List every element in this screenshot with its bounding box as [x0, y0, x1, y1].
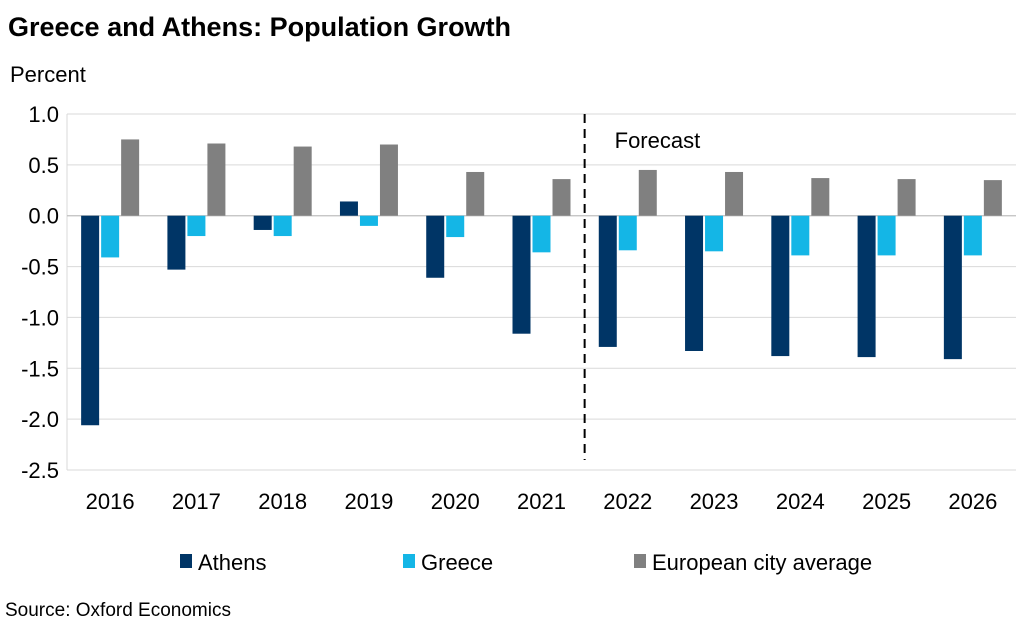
bar-european-city-average-2026	[983, 180, 1002, 216]
bar-athens-2020	[426, 215, 445, 278]
bar-athens-2023	[685, 215, 704, 351]
x-tick-label: 2026	[948, 489, 997, 514]
y-tick-label: 0.0	[28, 204, 59, 229]
bar-greece-2021	[532, 215, 551, 253]
bar-athens-2018	[253, 215, 272, 230]
bar-greece-2025	[877, 215, 896, 256]
legend: Athens Greece European city average	[180, 550, 872, 575]
bar-greece-2026	[963, 215, 982, 256]
legend-label: Athens	[198, 550, 267, 575]
y-tick-label: -2.5	[21, 458, 59, 483]
bar-greece-2020	[446, 215, 465, 238]
bar-greece-2024	[791, 215, 810, 256]
y-tick-label: -0.5	[21, 255, 59, 280]
x-tick-label: 2025	[862, 489, 911, 514]
legend-label: Greece	[421, 550, 493, 575]
bar-greece-2023	[705, 215, 724, 252]
bar-greece-2016	[101, 215, 120, 258]
x-tick-label: 2019	[344, 489, 393, 514]
bar-athens-2019	[339, 201, 358, 216]
x-tick-label: 2021	[517, 489, 566, 514]
axes: Percent 1.0 0.5 0.0 -0.5 -1.0 -1.5 -2.0 -2.5 2016…	[10, 62, 1016, 514]
bar-athens-2024	[771, 215, 790, 357]
annotations: Forecast	[583, 114, 701, 460]
x-tick-label: 2016	[86, 489, 135, 514]
x-tick-label: 2020	[431, 489, 480, 514]
x-tick-label: 2018	[258, 489, 307, 514]
bar-european-city-average-2017	[207, 143, 226, 216]
bars	[81, 139, 1002, 426]
bar-athens-2026	[943, 215, 962, 360]
chart-title: Greece and Athens: Population Growth	[8, 12, 512, 42]
y-tick-label: -1.0	[21, 305, 59, 330]
y-tick-label: -2.0	[21, 407, 59, 432]
bar-european-city-average-2022	[638, 169, 657, 216]
bar-greece-2019	[359, 215, 378, 226]
y-tick-label: -1.5	[21, 356, 59, 381]
bar-athens-2022	[598, 215, 617, 347]
y-axis-label: Percent	[10, 62, 86, 87]
bar-european-city-average-2025	[897, 179, 916, 216]
bar-european-city-average-2020	[466, 171, 485, 216]
source-note: Source: Oxford Economics	[5, 600, 231, 621]
bar-european-city-average-2016	[121, 139, 140, 216]
bar-athens-2016	[81, 215, 100, 426]
x-tick-label: 2024	[776, 489, 825, 514]
legend-swatch-athens	[180, 554, 192, 568]
x-tick-label: 2022	[603, 489, 652, 514]
bar-athens-2021	[512, 215, 531, 334]
bar-greece-2022	[618, 215, 637, 251]
y-tick-label: 0.5	[28, 153, 59, 178]
bar-european-city-average-2024	[811, 178, 830, 216]
legend-swatch-european-city-average	[634, 554, 646, 568]
x-tick-label: 2017	[172, 489, 221, 514]
bar-european-city-average-2019	[379, 144, 398, 216]
bar-athens-2017	[167, 215, 186, 270]
bar-european-city-average-2021	[552, 179, 571, 216]
y-tick-label: 1.0	[28, 102, 59, 127]
bar-european-city-average-2023	[725, 171, 744, 216]
bar-european-city-average-2018	[293, 146, 312, 216]
bar-athens-2025	[857, 215, 876, 358]
forecast-label: Forecast	[615, 128, 701, 153]
legend-swatch-greece	[403, 554, 415, 568]
x-tick-label: 2023	[690, 489, 739, 514]
bar-greece-2017	[187, 215, 206, 237]
bar-greece-2018	[273, 215, 292, 237]
legend-label: European city average	[652, 550, 872, 575]
